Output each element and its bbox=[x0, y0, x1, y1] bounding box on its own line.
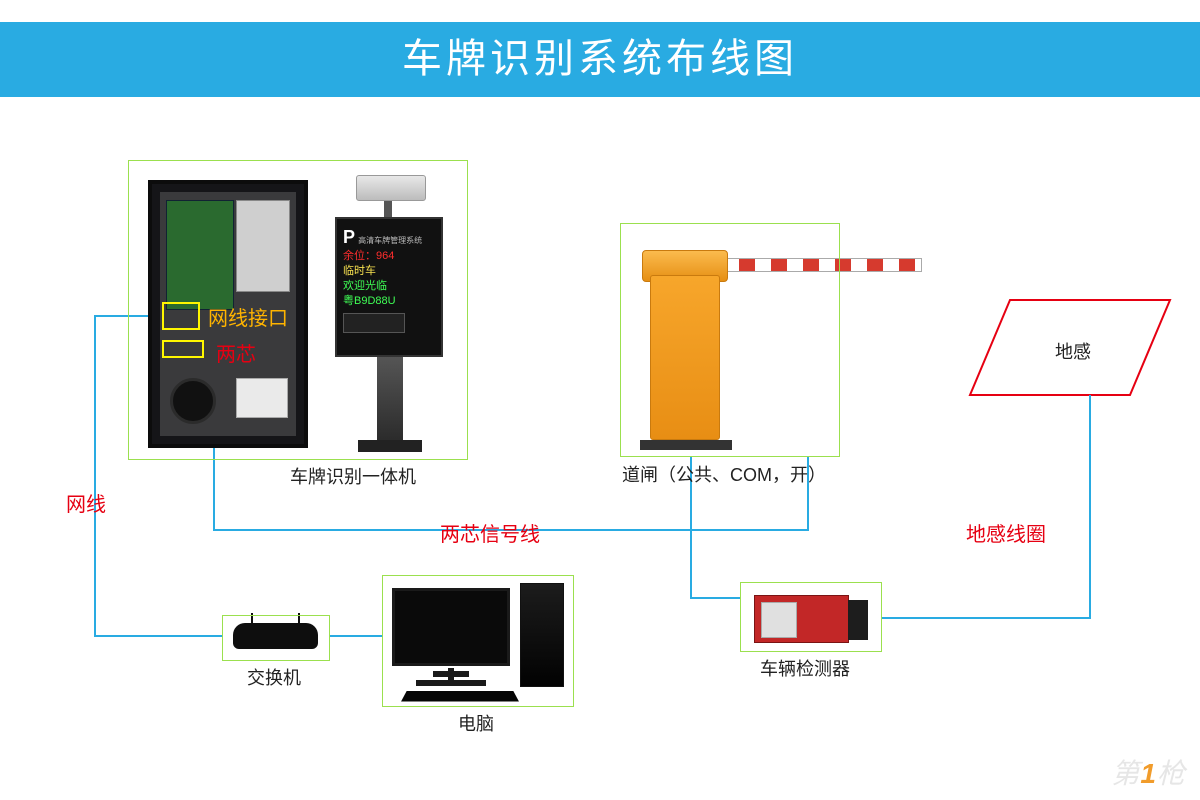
label-gate: 道闸（公共、COM，开） bbox=[622, 461, 826, 487]
label-switch: 交换机 bbox=[247, 664, 301, 690]
box-lpr bbox=[128, 160, 468, 460]
label-lpr: 车牌识别一体机 bbox=[290, 463, 416, 489]
signal-line-label: 两芯信号线 bbox=[440, 518, 540, 547]
watermark-post: 枪 bbox=[1157, 758, 1186, 789]
watermark: 第1枪 bbox=[1111, 752, 1186, 792]
box-detector bbox=[740, 582, 882, 652]
net-cable-label: 网线 bbox=[66, 488, 106, 517]
box-gate bbox=[620, 223, 840, 457]
ground-loop-label: 地感线圈 bbox=[966, 518, 1046, 547]
box-pc bbox=[382, 575, 574, 707]
title-banner: 车牌识别系统布线图 bbox=[0, 22, 1200, 97]
wire-ground-loop bbox=[882, 395, 1090, 618]
label-pc: 电脑 bbox=[458, 710, 494, 736]
label-detector: 车辆检测器 bbox=[760, 655, 850, 681]
box-switch bbox=[222, 615, 330, 661]
ground-sensor-label: 地感 bbox=[1055, 338, 1091, 364]
watermark-pre: 第 bbox=[1111, 758, 1140, 789]
watermark-num: 1 bbox=[1140, 758, 1157, 789]
